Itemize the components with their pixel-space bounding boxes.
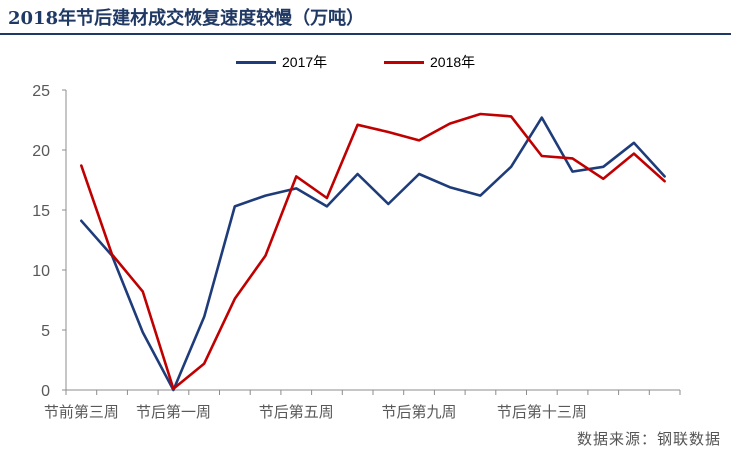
title-underline	[0, 33, 731, 35]
source-note: 数据来源：钢联数据	[576, 430, 721, 448]
x-tick-label: 节前第三周	[44, 403, 119, 421]
x-tick-label: 节后第一周	[136, 403, 211, 421]
y-tick-label: 10	[32, 263, 50, 280]
x-tick-label: 节后第五周	[259, 403, 334, 421]
legend-item-2018: 2018年	[384, 52, 475, 72]
x-tick-label: 节后第九周	[382, 403, 457, 421]
y-tick-label: 25	[32, 83, 50, 100]
y-tick-label: 15	[32, 203, 50, 220]
y-tick-label: 20	[32, 143, 50, 160]
legend-label-2018: 2018年	[430, 54, 476, 70]
y-tick-label: 0	[41, 383, 50, 400]
series-line-2017	[80, 116, 666, 392]
legend-swatch-2017	[236, 60, 276, 64]
y-tick-label: 5	[41, 323, 50, 340]
x-tick-label: 节后第十三周	[497, 403, 587, 421]
legend-item-2017: 2017年	[236, 52, 327, 72]
legend-swatch-2018	[384, 60, 424, 64]
series-line-2018	[80, 112, 666, 391]
legend-label-2017: 2017年	[282, 54, 328, 70]
chart-title: 2018年节后建材成交恢复速度较慢（万吨）	[8, 8, 365, 29]
legend: 2017年 2018年	[0, 52, 731, 72]
